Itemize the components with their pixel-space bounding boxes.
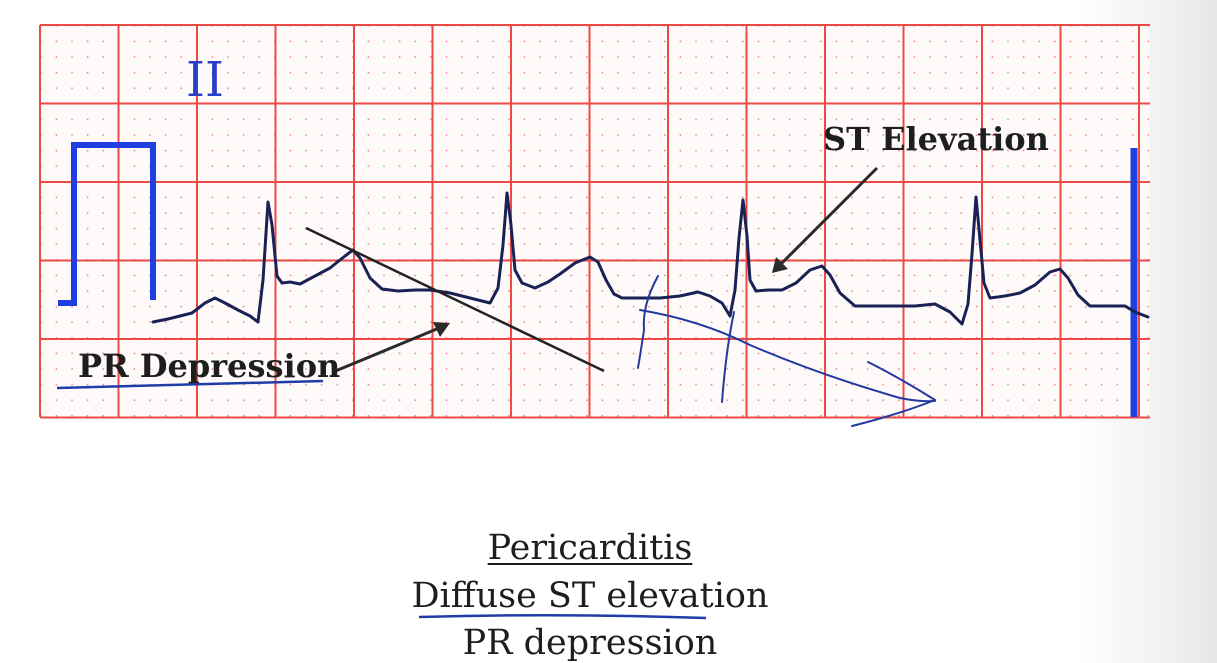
caption-diffuse-st-elevation: Diffuse ST elevation — [411, 576, 769, 616]
pr-depression-underline-stroke — [56, 379, 324, 390]
ecg-major-grid — [39, 24, 1150, 419]
caption-pr-depression: PR depression — [462, 623, 718, 663]
lead-label: II — [186, 52, 224, 108]
handwritten-ink-marks — [637, 275, 936, 427]
caption-title: Pericarditis — [487, 528, 693, 568]
pr-depression-arrow — [332, 322, 450, 374]
st-elevation-arrow — [772, 166, 879, 273]
st-elevation-label: ST Elevation — [823, 120, 1049, 158]
calibration-pulse — [58, 142, 156, 306]
ecg-minor-grid — [40, 25, 1150, 417]
pr-depression-label: PR Depression — [78, 347, 340, 385]
pr-segment-tangent-line — [305, 226, 605, 373]
ecg-trace — [151, 191, 1150, 326]
